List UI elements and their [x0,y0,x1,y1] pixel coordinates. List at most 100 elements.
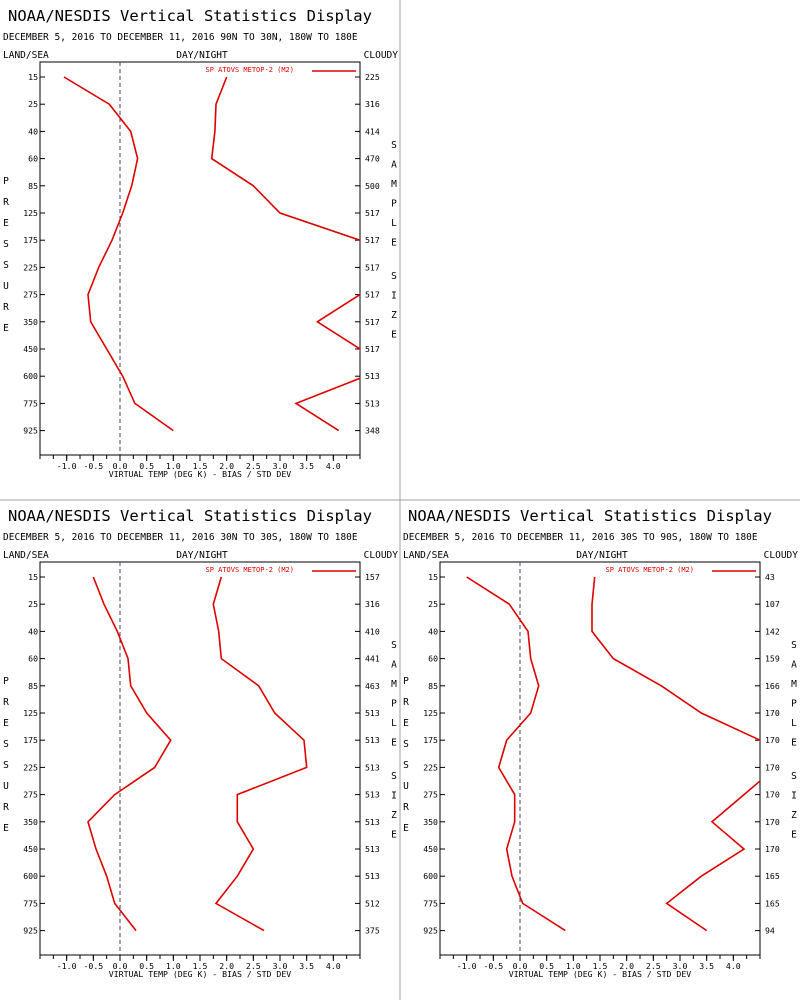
pressure-level-label: 275 [23,290,38,300]
sample-size-label: 170 [765,790,780,800]
x-tick-label: 3.0 [273,461,288,471]
pressure-level-label: 25 [28,99,38,109]
sample-size-label: 159 [765,654,780,664]
y2-axis-title-letter: S [391,271,397,282]
x-tick-label: 4.0 [326,961,341,971]
sample-size-label: 166 [765,681,780,691]
y2-axis-title-letter: M [391,179,397,190]
sample-size-label: 513 [365,844,380,854]
plot-frame [39,561,361,956]
legend-label: SP ATOVS METOP-2 (M2) [605,566,694,574]
sample-size-label: 517 [365,208,380,218]
sample-size-label: 94 [765,926,775,936]
chart-subtitle: DECEMBER 5, 2016 TO DECEMBER 11, 2016 30… [3,532,358,543]
x-tick-label: 1.0 [166,961,181,971]
y2-axis-title-letter: L [391,718,397,729]
x-tick-label: 3.5 [299,461,314,471]
land-sea-label: LAND/SEA [3,550,49,561]
pressure-level-label: 60 [28,654,38,664]
x-axis-label: VIRTUAL TEMP (DEG K) - BIAS / STD DEV [109,969,291,979]
pressure-level-label: 775 [23,398,38,408]
sample-size-label: 513 [365,708,380,718]
sample-size-label: 463 [365,681,380,691]
x-tick-label: 3.0 [273,961,288,971]
y2-axis-title-letter: S [391,640,397,651]
sample-size-label: 512 [365,898,380,908]
pressure-level-label: 175 [23,235,38,245]
pressure-level-label: 925 [23,926,38,936]
y-axis-title-letter: U [3,781,9,792]
sample-size-label: 513 [365,735,380,745]
pressure-level-label: 925 [23,426,38,436]
x-tick-label: 2.5 [246,461,261,471]
chart-panel-2: NOAA/NESDIS Vertical Statistics Display D… [3,507,398,979]
y2-axis-title-letter: I [791,791,797,802]
y-axis-title-letter: R [3,197,9,208]
x-tick-label: 1.0 [166,461,181,471]
y-axis-title-letter: U [403,781,409,792]
y2-axis-title-letter: E [391,238,397,249]
y2-axis-title-letter: A [791,660,797,671]
pressure-level-label: 175 [23,735,38,745]
pressure-level-label: 350 [23,317,38,327]
plot-frame [39,61,361,456]
x-tick-label: 2.0 [219,461,234,471]
y2-axis-title-letter: S [791,771,797,782]
day-night-label: DAY/NIGHT [576,550,628,561]
sample-size-label: 142 [765,626,780,636]
y2-axis-title-letter: S [391,771,397,782]
y2-axis-title-letter: I [391,291,397,302]
sample-size-label: 170 [765,735,780,745]
y2-axis-title-letter: A [391,160,397,171]
chart-subtitle: DECEMBER 5, 2016 TO DECEMBER 11, 2016 30… [403,532,758,543]
x-tick-label: 0.0 [513,961,528,971]
y-axis-title-letter: E [3,218,9,229]
bias-series-line [466,576,566,932]
y2-axis-title-letter: E [791,830,797,841]
x-tick-label: 2.5 [646,961,661,971]
y-axis-title-letter: S [3,239,9,250]
pressure-level-label: 275 [423,790,438,800]
y2-axis-title-letter: P [391,199,397,210]
x-axis-label: VIRTUAL TEMP (DEG K) - BIAS / STD DEV [509,969,691,979]
x-tick-label: 3.5 [699,961,714,971]
pressure-level-label: 40 [28,126,38,136]
pressure-level-label: 225 [423,762,438,772]
x-tick-label: 1.0 [566,961,581,971]
sample-size-label: 348 [365,426,380,436]
y-axis-title-letter: S [3,760,9,771]
legend-label: SP ATOVS METOP-2 (M2) [205,66,294,74]
y2-axis-title-letter: P [791,699,797,710]
sample-size-label: 375 [365,926,380,936]
y2-axis-title-letter: E [391,830,397,841]
x-tick-label: 2.0 [619,961,634,971]
y2-axis-title-letter: M [791,679,797,690]
x-tick-label: 0.5 [539,961,554,971]
chart-panel-1: NOAA/NESDIS Vertical Statistics Display D… [3,7,398,479]
x-tick-label: 3.5 [299,961,314,971]
x-tick-label: 2.0 [219,961,234,971]
y-axis-title-letter: E [403,718,409,729]
y-axis-title-letter: E [3,718,9,729]
y2-axis-title-letter: M [391,679,397,690]
sample-size-label: 513 [365,871,380,881]
sample-size-label: 500 [365,181,380,191]
land-sea-label: LAND/SEA [403,550,449,561]
sample-size-label: 513 [365,762,380,772]
y-axis-title-letter: E [3,823,9,834]
pressure-level-label: 85 [28,681,38,691]
pressure-level-label: 225 [23,262,38,272]
pressure-level-label: 350 [23,817,38,827]
y-axis-title-letter: R [403,697,409,708]
y-axis-title-letter: P [3,176,9,187]
x-tick-label: -1.0 [457,961,477,971]
y2-axis-title-letter: P [391,699,397,710]
y-axis-title-letter: U [3,281,9,292]
pressure-level-label: 85 [28,181,38,191]
chart-title: NOAA/NESDIS Vertical Statistics Display [408,507,772,525]
sample-size-label: 316 [365,99,380,109]
cloudy-label: CLOUDY [364,550,399,561]
sample-size-label: 414 [365,126,380,136]
x-tick-label: 2.5 [246,961,261,971]
